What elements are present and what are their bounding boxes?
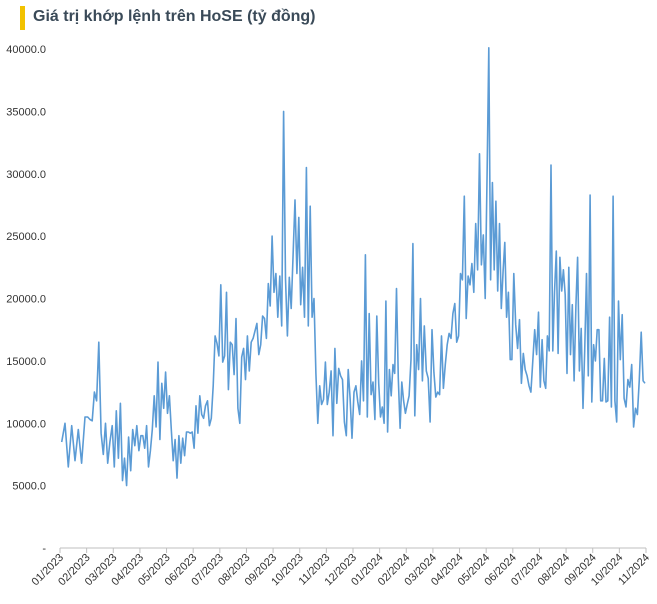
title-accent-bar bbox=[20, 6, 25, 30]
chart-title: Giá trị khớp lệnh trên HoSE (tỷ đồng) bbox=[33, 8, 316, 25]
series-line bbox=[60, 46, 646, 487]
y-tick-label: 10000.0 bbox=[6, 418, 46, 430]
y-tick-label: 25000.0 bbox=[6, 231, 46, 243]
y-tick-label: 20000.0 bbox=[6, 294, 46, 306]
y-tick-label: 35000.0 bbox=[6, 106, 46, 118]
y-tick-label: - bbox=[42, 543, 46, 555]
x-axis: 01/202302/202303/202304/202305/202306/20… bbox=[30, 547, 652, 588]
y-axis: - 5000.0 10000.0 15000.0 20000.0 25000.0 30000… bbox=[6, 44, 46, 555]
y-tick-label: 40000.0 bbox=[6, 44, 46, 56]
y-tick-label: 30000.0 bbox=[6, 169, 46, 181]
y-tick-label: 15000.0 bbox=[6, 356, 46, 368]
plot-area bbox=[60, 46, 646, 487]
y-tick-label: 5000.0 bbox=[12, 481, 46, 493]
